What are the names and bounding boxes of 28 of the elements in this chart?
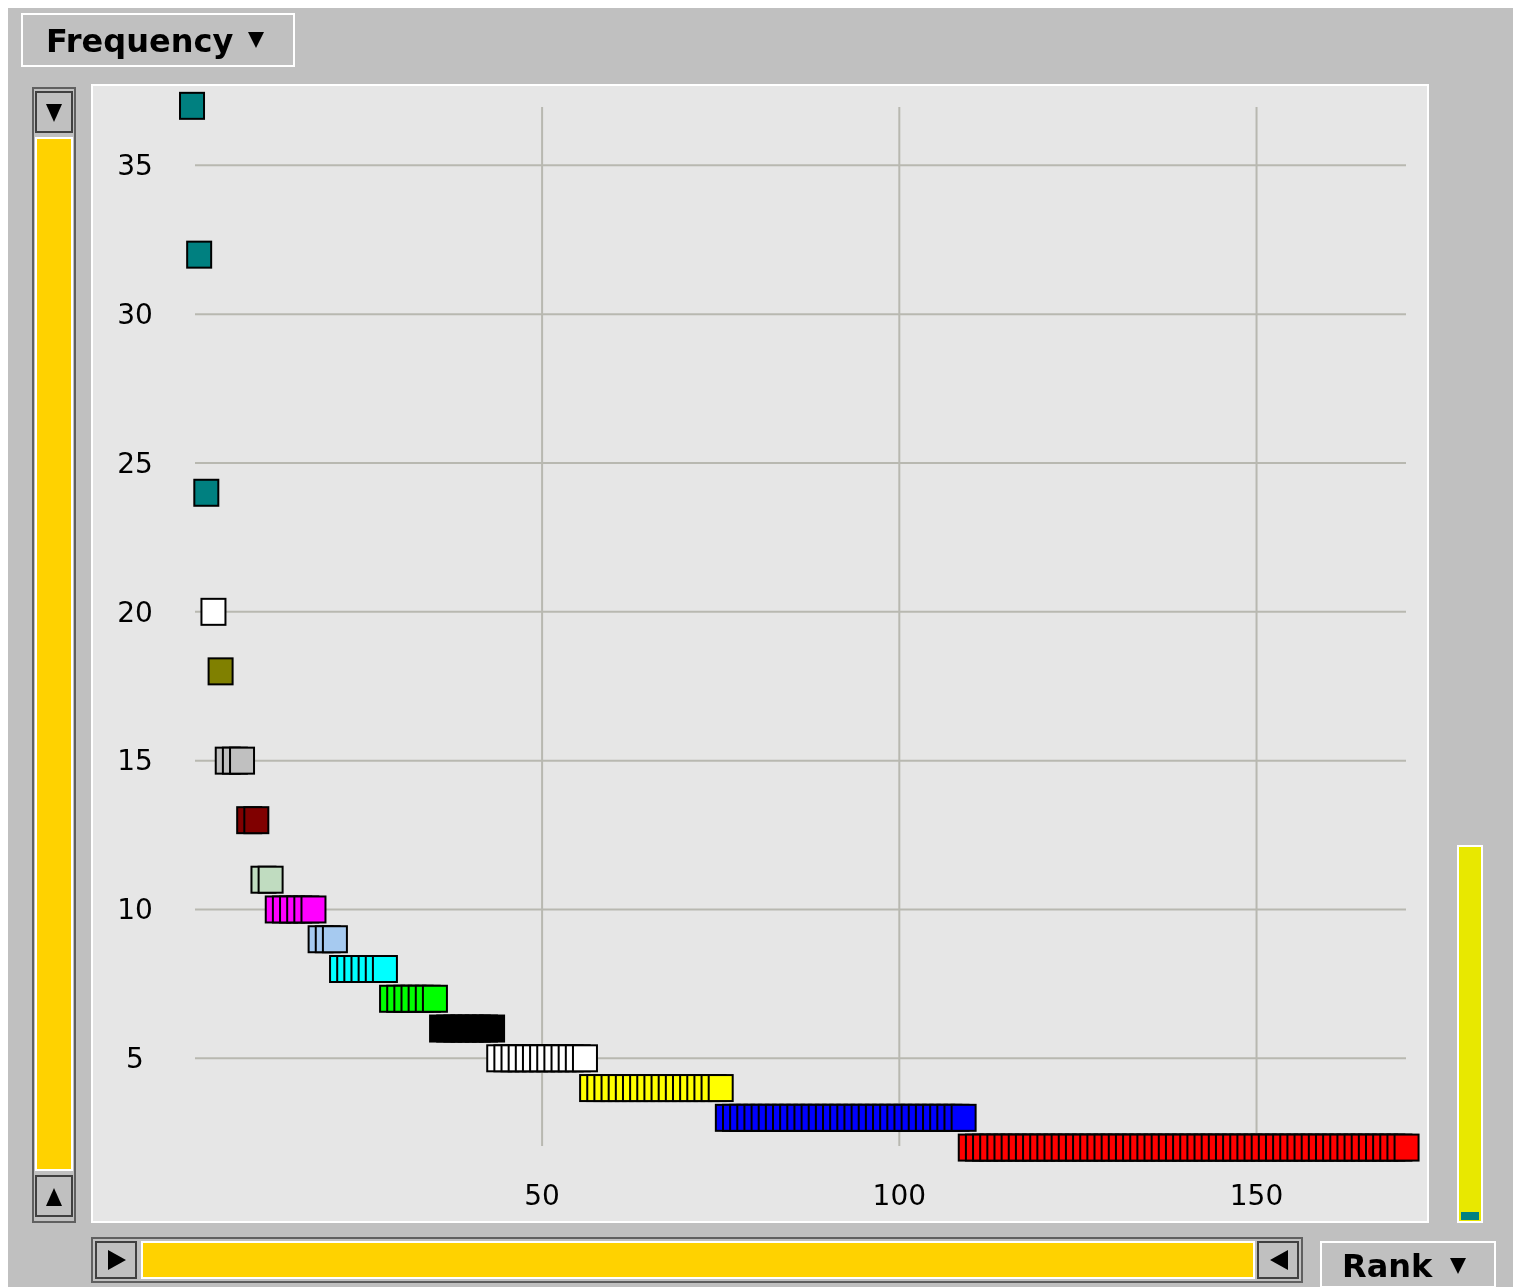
- point: [421, 984, 448, 1013]
- point: [207, 657, 234, 686]
- x-tick-label: 50: [524, 1178, 560, 1212]
- y-tick-label: 10: [117, 893, 153, 927]
- x-tick-label: 150: [1229, 1178, 1284, 1212]
- y-tick-label: 30: [117, 297, 153, 331]
- y-tick-label: 15: [117, 744, 153, 778]
- point: [479, 1014, 506, 1043]
- point: [186, 240, 213, 269]
- point: [707, 1074, 734, 1103]
- point: [257, 865, 284, 894]
- y-tick-label: 35: [117, 149, 153, 183]
- point: [371, 955, 398, 983]
- y-tick-label: 20: [117, 595, 153, 629]
- point: [571, 1044, 598, 1073]
- point: [300, 895, 327, 924]
- x-axis-title: Rank: [1342, 1247, 1434, 1286]
- point: [243, 806, 270, 835]
- point: [200, 597, 227, 626]
- point: [321, 925, 348, 954]
- y-tick-label: 5: [126, 1042, 144, 1076]
- y-tick-label: 25: [117, 446, 153, 480]
- point: [179, 91, 206, 120]
- point: [229, 746, 256, 775]
- point: [950, 1103, 977, 1132]
- x-tick-label: 100: [872, 1178, 927, 1212]
- point: [193, 478, 220, 507]
- y-axis-title: Frequency: [46, 22, 234, 61]
